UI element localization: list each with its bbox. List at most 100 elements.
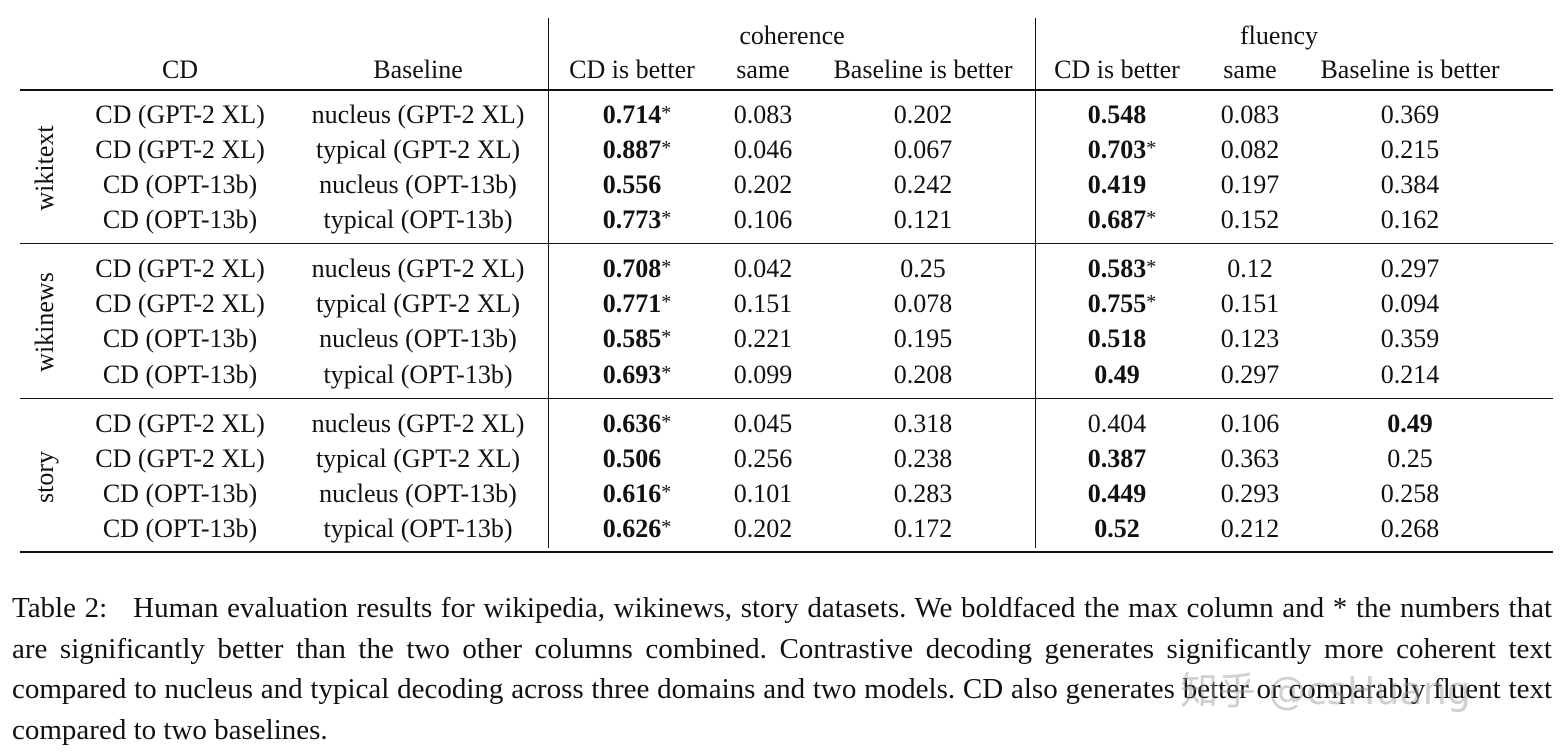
column-header: CD is better: [569, 55, 695, 84]
significance-mark: *: [661, 102, 672, 124]
cell: 0.518: [1088, 326, 1147, 352]
rule: [1035, 18, 1036, 548]
cell-value: 0.887: [602, 135, 662, 164]
cell: 0.755*: [1088, 291, 1157, 317]
column-header: Baseline: [373, 55, 463, 84]
baseline-model: nucleus (OPT-13b): [319, 324, 517, 353]
baseline-model: nucleus (GPT-2 XL): [311, 100, 525, 129]
cell-value: 0.773: [602, 205, 662, 234]
group-header: fluency: [1240, 21, 1318, 50]
baseline-model: typical (GPT-2 XL): [315, 289, 521, 318]
section-label: story: [30, 450, 59, 503]
cell-value: 0.626: [602, 514, 662, 543]
cd-model: CD (GPT-2 XL): [95, 444, 265, 473]
cell: 0.151: [734, 291, 793, 317]
cell-value: 0.293: [1220, 479, 1280, 508]
cell-value: 0.363: [1220, 444, 1280, 473]
cell-value: 0.221: [733, 324, 793, 353]
rule: [20, 243, 1553, 244]
cell: 0.297: [1221, 362, 1280, 388]
cell-value: 0.49: [1094, 360, 1140, 389]
cell: 0.042: [734, 256, 793, 282]
cell-value: 0.12: [1227, 254, 1273, 283]
cd-model: CD (GPT-2 XL): [95, 409, 265, 438]
rule: [20, 398, 1553, 399]
significance-mark: *: [1146, 256, 1157, 278]
cell: 0.202: [894, 102, 953, 128]
cell: 0.636*: [603, 411, 672, 437]
significance-mark: *: [661, 481, 672, 503]
cell-value: 0.518: [1087, 324, 1147, 353]
significance-mark: *: [661, 137, 672, 159]
cd-model: CD (OPT-13b): [102, 479, 258, 508]
cell: 0.449: [1088, 481, 1147, 507]
significance-mark: *: [661, 291, 672, 313]
cell: 0.268: [1381, 516, 1440, 542]
cell: 0.083: [1221, 102, 1280, 128]
cell: 0.082: [1221, 137, 1280, 163]
column-header: CD is better: [1054, 55, 1180, 84]
significance-mark: *: [661, 362, 672, 384]
cell-value: 0.268: [1380, 514, 1440, 543]
cell: 0.293: [1221, 481, 1280, 507]
cell-value: 0.297: [1380, 254, 1440, 283]
cell: 0.172: [894, 516, 953, 542]
cell: 0.283: [894, 481, 953, 507]
cell: 0.404: [1088, 411, 1147, 437]
cell-value: 0.099: [733, 360, 793, 389]
cd-model: CD (OPT-13b): [102, 360, 258, 389]
baseline-model: typical (OPT-13b): [323, 514, 513, 543]
cell-value: 0.197: [1220, 170, 1280, 199]
cell-value: 0.256: [733, 444, 793, 473]
cell: 0.583*: [1088, 256, 1157, 282]
cell-value: 0.215: [1380, 135, 1440, 164]
cell-value: 0.094: [1380, 289, 1440, 318]
cell: 0.123: [1221, 326, 1280, 352]
cell-value: 0.585: [602, 324, 662, 353]
cell-value: 0.067: [893, 135, 953, 164]
significance-mark: *: [661, 256, 672, 278]
cell-value: 0.419: [1087, 170, 1147, 199]
cd-model: CD (GPT-2 XL): [95, 254, 265, 283]
cell-value: 0.101: [733, 479, 793, 508]
cell: 0.106: [1221, 411, 1280, 437]
cell: 0.25: [900, 256, 946, 282]
cell-value: 0.202: [733, 514, 793, 543]
column-header: Baseline is better: [1320, 55, 1500, 84]
cell-value: 0.449: [1087, 479, 1147, 508]
cell-value: 0.616: [602, 479, 662, 508]
cell-value: 0.703: [1087, 135, 1147, 164]
cell-value: 0.083: [733, 100, 793, 129]
cell-value: 0.636: [602, 409, 662, 438]
cd-model: CD (OPT-13b): [102, 205, 258, 234]
baseline-model: nucleus (OPT-13b): [319, 479, 517, 508]
significance-mark: *: [661, 207, 672, 229]
cell: 0.208: [894, 362, 953, 388]
cell: 0.214: [1381, 362, 1440, 388]
cell: 0.197: [1221, 172, 1280, 198]
cell-value: 0.172: [893, 514, 953, 543]
cell-value: 0.318: [893, 409, 953, 438]
cell-value: 0.042: [733, 254, 793, 283]
cell-value: 0.25: [1387, 444, 1433, 473]
cell-value: 0.202: [733, 170, 793, 199]
cell-value: 0.238: [893, 444, 953, 473]
cell-value: 0.369: [1380, 100, 1440, 129]
baseline-model: nucleus (GPT-2 XL): [311, 409, 525, 438]
cell: 0.094: [1381, 291, 1440, 317]
cell-value: 0.258: [1380, 479, 1440, 508]
cell: 0.195: [894, 326, 953, 352]
cell-value: 0.771: [602, 289, 662, 318]
cell: 0.318: [894, 411, 953, 437]
cell: 0.221: [734, 326, 793, 352]
cell: 0.384: [1381, 172, 1440, 198]
cell: 0.121: [894, 207, 953, 233]
cd-model: CD (OPT-13b): [102, 514, 258, 543]
baseline-model: nucleus (GPT-2 XL): [311, 254, 525, 283]
cell: 0.212: [1221, 516, 1280, 542]
cell: 0.101: [734, 481, 793, 507]
cell: 0.25: [1387, 446, 1433, 472]
cell: 0.49: [1387, 411, 1433, 437]
cell: 0.242: [894, 172, 953, 198]
cell-value: 0.212: [1220, 514, 1280, 543]
